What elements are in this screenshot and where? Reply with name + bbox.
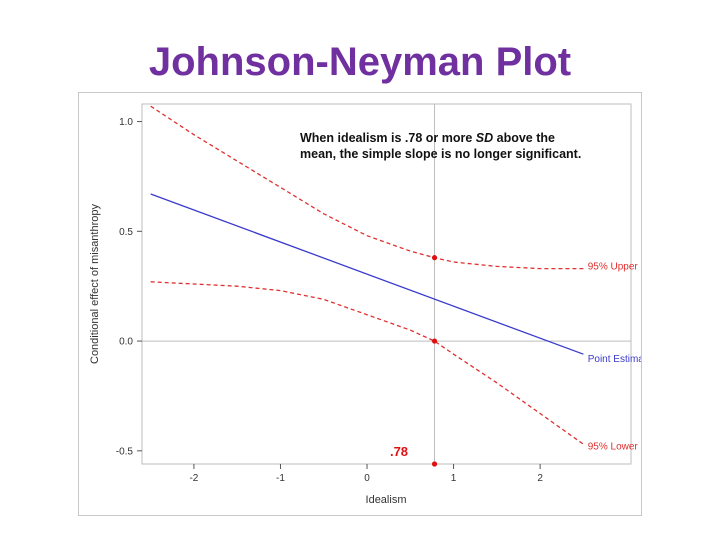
plot-area xyxy=(141,103,632,465)
note-line-1: When idealism is .78 or more SD above th… xyxy=(300,131,555,145)
jn-point-label: .78 xyxy=(390,444,408,459)
line-label-0: 95% Upper Limit xyxy=(588,262,641,273)
x-axis-label: Idealism xyxy=(366,494,407,506)
x-tick-label-2: 0 xyxy=(364,473,370,484)
note-line-1-b: above the xyxy=(493,131,555,145)
note-line-1-sd: SD xyxy=(476,131,493,145)
line-labels: 95% Upper Limit Point Estimate 95% Lower L… xyxy=(588,262,662,453)
note-line-2: mean, the simple slope is no longer sign… xyxy=(300,147,581,161)
x-tick-label-4: 2 xyxy=(537,473,543,484)
line-label-1: Point Estimate xyxy=(588,354,641,365)
significance-markers xyxy=(431,255,438,467)
series-line-1 xyxy=(150,105,584,270)
note-line-1-a: When idealism is .78 or more xyxy=(300,131,476,145)
series-lines xyxy=(150,105,584,445)
johnson-neyman-chart: -2 -1 0 1 2 -0.5 0.0 0.5 1.0 95% Upper Limit Poin… xyxy=(89,103,662,506)
y-tick-label-3: 1.0 xyxy=(119,117,133,128)
line-label-2: 95% Lower Limit xyxy=(588,442,641,453)
slide-title: Johnson-Neyman Plot xyxy=(148,40,572,84)
y-tick-label-0: -0.5 xyxy=(116,446,134,457)
jn-marker-0 xyxy=(431,255,438,261)
axes: -2 -1 0 1 2 -0.5 0.0 0.5 1.0 xyxy=(116,117,544,484)
x-tick-label-0: -2 xyxy=(189,473,198,484)
chart-frame: -2 -1 0 1 2 -0.5 0.0 0.5 1.0 95% Upper Limit Poin… xyxy=(78,92,662,516)
series-line-0 xyxy=(150,193,584,355)
series-line-2 xyxy=(150,281,584,445)
y-tick-label-1: 0.0 xyxy=(119,337,133,348)
x-tick-label-3: 1 xyxy=(451,473,457,484)
jn-marker-1 xyxy=(431,338,438,344)
x-tick-label-1: -1 xyxy=(276,473,285,484)
y-tick-label-2: 0.5 xyxy=(119,227,133,238)
y-axis-label: Conditional effect of misanthropy xyxy=(89,204,101,364)
jn-marker-2 xyxy=(431,461,438,467)
